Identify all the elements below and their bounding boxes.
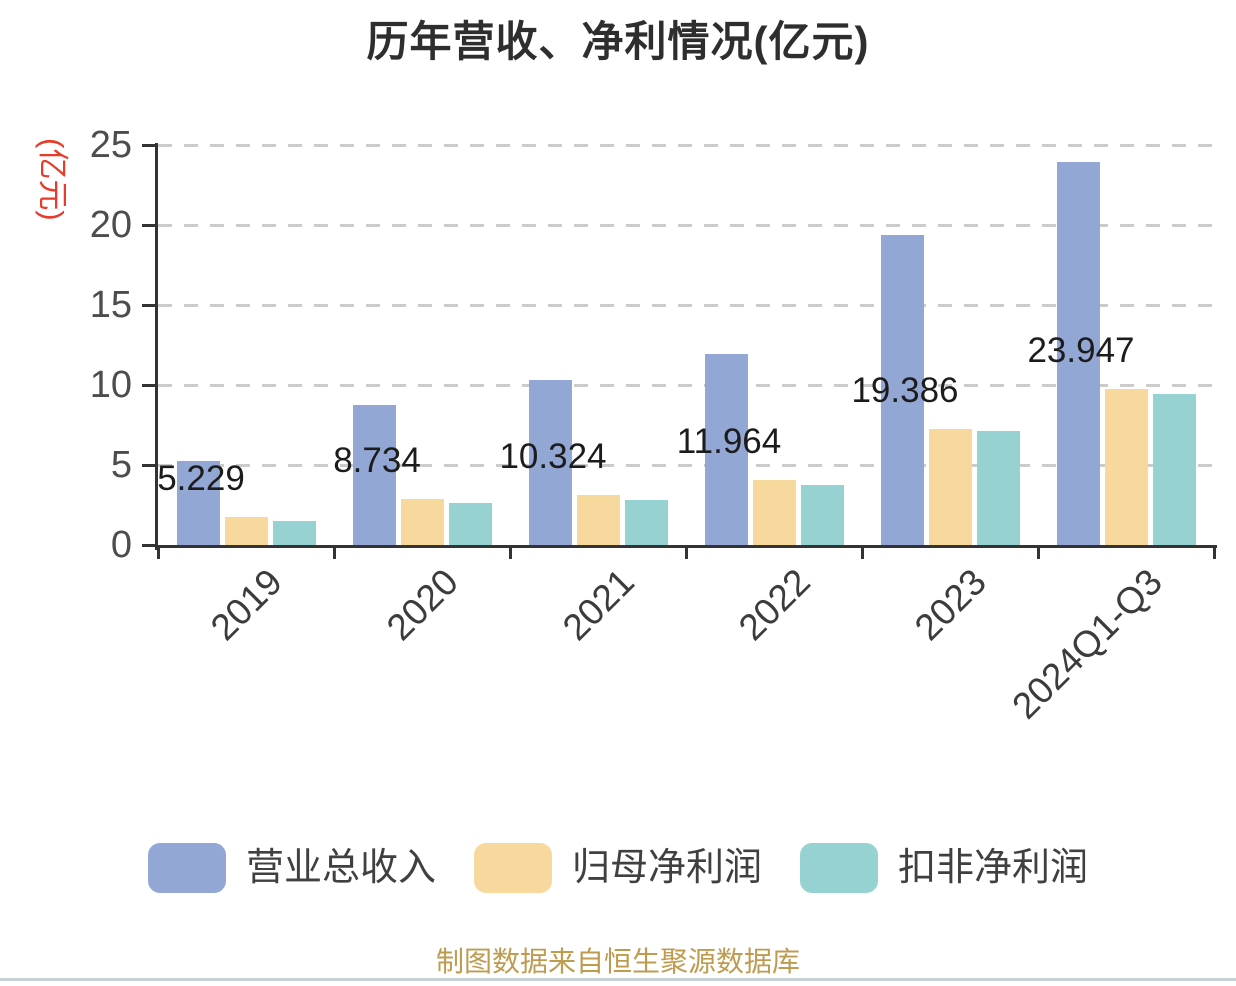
y-axis-tick-10	[142, 384, 155, 387]
bottom-divider	[0, 978, 1236, 981]
gridline-5	[158, 464, 1214, 467]
bar-value-label-2021: 10.324	[499, 437, 607, 477]
legend-label: 扣非净利润	[898, 847, 1089, 889]
x-axis-tick-2	[509, 548, 512, 559]
legend-label: 营业总收入	[245, 847, 436, 889]
bar-扣非净利润-2024Q1-Q3[interactable]	[1152, 393, 1196, 545]
bar-归母净利润-2022[interactable]	[752, 480, 796, 545]
plot-area: 0 5 10 15 20 25 5.229 2019 8.734 2020 10.324 2021 11…	[90, 124, 1217, 727]
x-axis-tick-4	[861, 548, 864, 559]
legend-item-扣非净利润[interactable]: 扣非净利润	[800, 843, 1088, 893]
legend: 营业总收入 归母净利润 扣非净利润	[0, 843, 1236, 893]
x-axis-tick-0	[157, 548, 160, 559]
bar-营业总收入-2019[interactable]	[176, 461, 220, 545]
x-axis-tick-6	[1213, 548, 1216, 559]
legend-swatch-icon	[800, 843, 878, 893]
legend-item-归母净利润[interactable]: 归母净利润	[473, 843, 762, 893]
legend-swatch-icon	[473, 843, 552, 893]
bar-营业总收入-2023[interactable]	[880, 234, 924, 545]
bar-归母净利润-2019[interactable]	[224, 517, 268, 545]
bar-归母净利润-2020[interactable]	[400, 499, 444, 545]
y-tick-label-15: 15	[89, 284, 132, 326]
bar-value-label-2024Q1-Q3: 23.947	[1027, 331, 1135, 370]
bar-扣非净利润-2021[interactable]	[624, 499, 668, 545]
x-axis-line	[155, 545, 1217, 548]
legend-label: 归母净利润	[571, 847, 762, 889]
y-axis-tick-0	[142, 544, 155, 547]
bar-归母净利润-2023[interactable]	[928, 429, 972, 545]
legend-swatch-icon	[147, 843, 226, 893]
data-source-note: 制图数据来自恒生聚源数据库	[435, 946, 800, 977]
y-tick-label-25: 25	[89, 124, 132, 166]
bar-归母净利润-2024Q1-Q3[interactable]	[1104, 389, 1148, 545]
gridline-25	[158, 144, 1214, 147]
chart-title: 历年营收、净利情况(亿元)	[366, 18, 870, 65]
bar-value-label-2023: 19.386	[851, 371, 959, 411]
x-axis-tick-1	[333, 548, 336, 559]
bar-扣非净利润-2019[interactable]	[272, 521, 316, 545]
y-axis-tick-15	[142, 304, 155, 307]
gridline-15	[158, 304, 1214, 307]
y-axis-tick-5	[142, 464, 155, 467]
bar-营业总收入-2020[interactable]	[352, 405, 396, 545]
y-axis-line	[155, 143, 158, 550]
gridline-10	[158, 384, 1214, 387]
bar-扣非净利润-2022[interactable]	[800, 485, 844, 545]
y-tick-label-0: 0	[110, 524, 132, 566]
bar-营业总收入-2024Q1-Q3[interactable]	[1056, 161, 1100, 545]
bar-营业总收入-2022[interactable]	[704, 353, 748, 545]
y-axis-tick-25	[142, 144, 155, 147]
x-axis-tick-5	[1037, 548, 1040, 559]
bar-value-label-2019: 5.229	[157, 459, 245, 499]
y-axis-tick-20	[142, 224, 155, 227]
bar-value-label-2022: 11.964	[676, 422, 782, 462]
bar-归母净利润-2021[interactable]	[576, 495, 620, 545]
bar-扣非净利润-2020[interactable]	[448, 502, 492, 545]
legend-item-营业总收入[interactable]: 营业总收入	[147, 843, 436, 893]
bar-扣非净利润-2023[interactable]	[976, 430, 1020, 545]
y-tick-label-5: 5	[110, 444, 132, 486]
y-tick-label-10: 10	[89, 364, 132, 406]
x-axis-tick-3	[685, 548, 688, 559]
gridline-20	[158, 224, 1214, 227]
bar-value-label-2020: 8.734	[333, 441, 421, 481]
bar-营业总收入-2021[interactable]	[528, 379, 572, 545]
y-tick-label-20: 20	[89, 204, 132, 246]
